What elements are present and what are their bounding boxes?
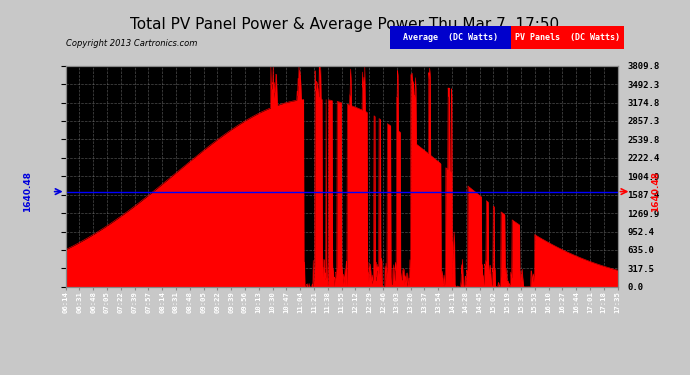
- Text: Total PV Panel Power & Average Power Thu Mar 7  17:50: Total PV Panel Power & Average Power Thu…: [130, 17, 560, 32]
- Text: PV Panels  (DC Watts): PV Panels (DC Watts): [515, 33, 620, 42]
- Text: 1640.48: 1640.48: [23, 171, 32, 212]
- Text: Copyright 2013 Cartronics.com: Copyright 2013 Cartronics.com: [66, 39, 197, 48]
- Text: Average  (DC Watts): Average (DC Watts): [403, 33, 497, 42]
- Text: 1640.48: 1640.48: [651, 171, 660, 212]
